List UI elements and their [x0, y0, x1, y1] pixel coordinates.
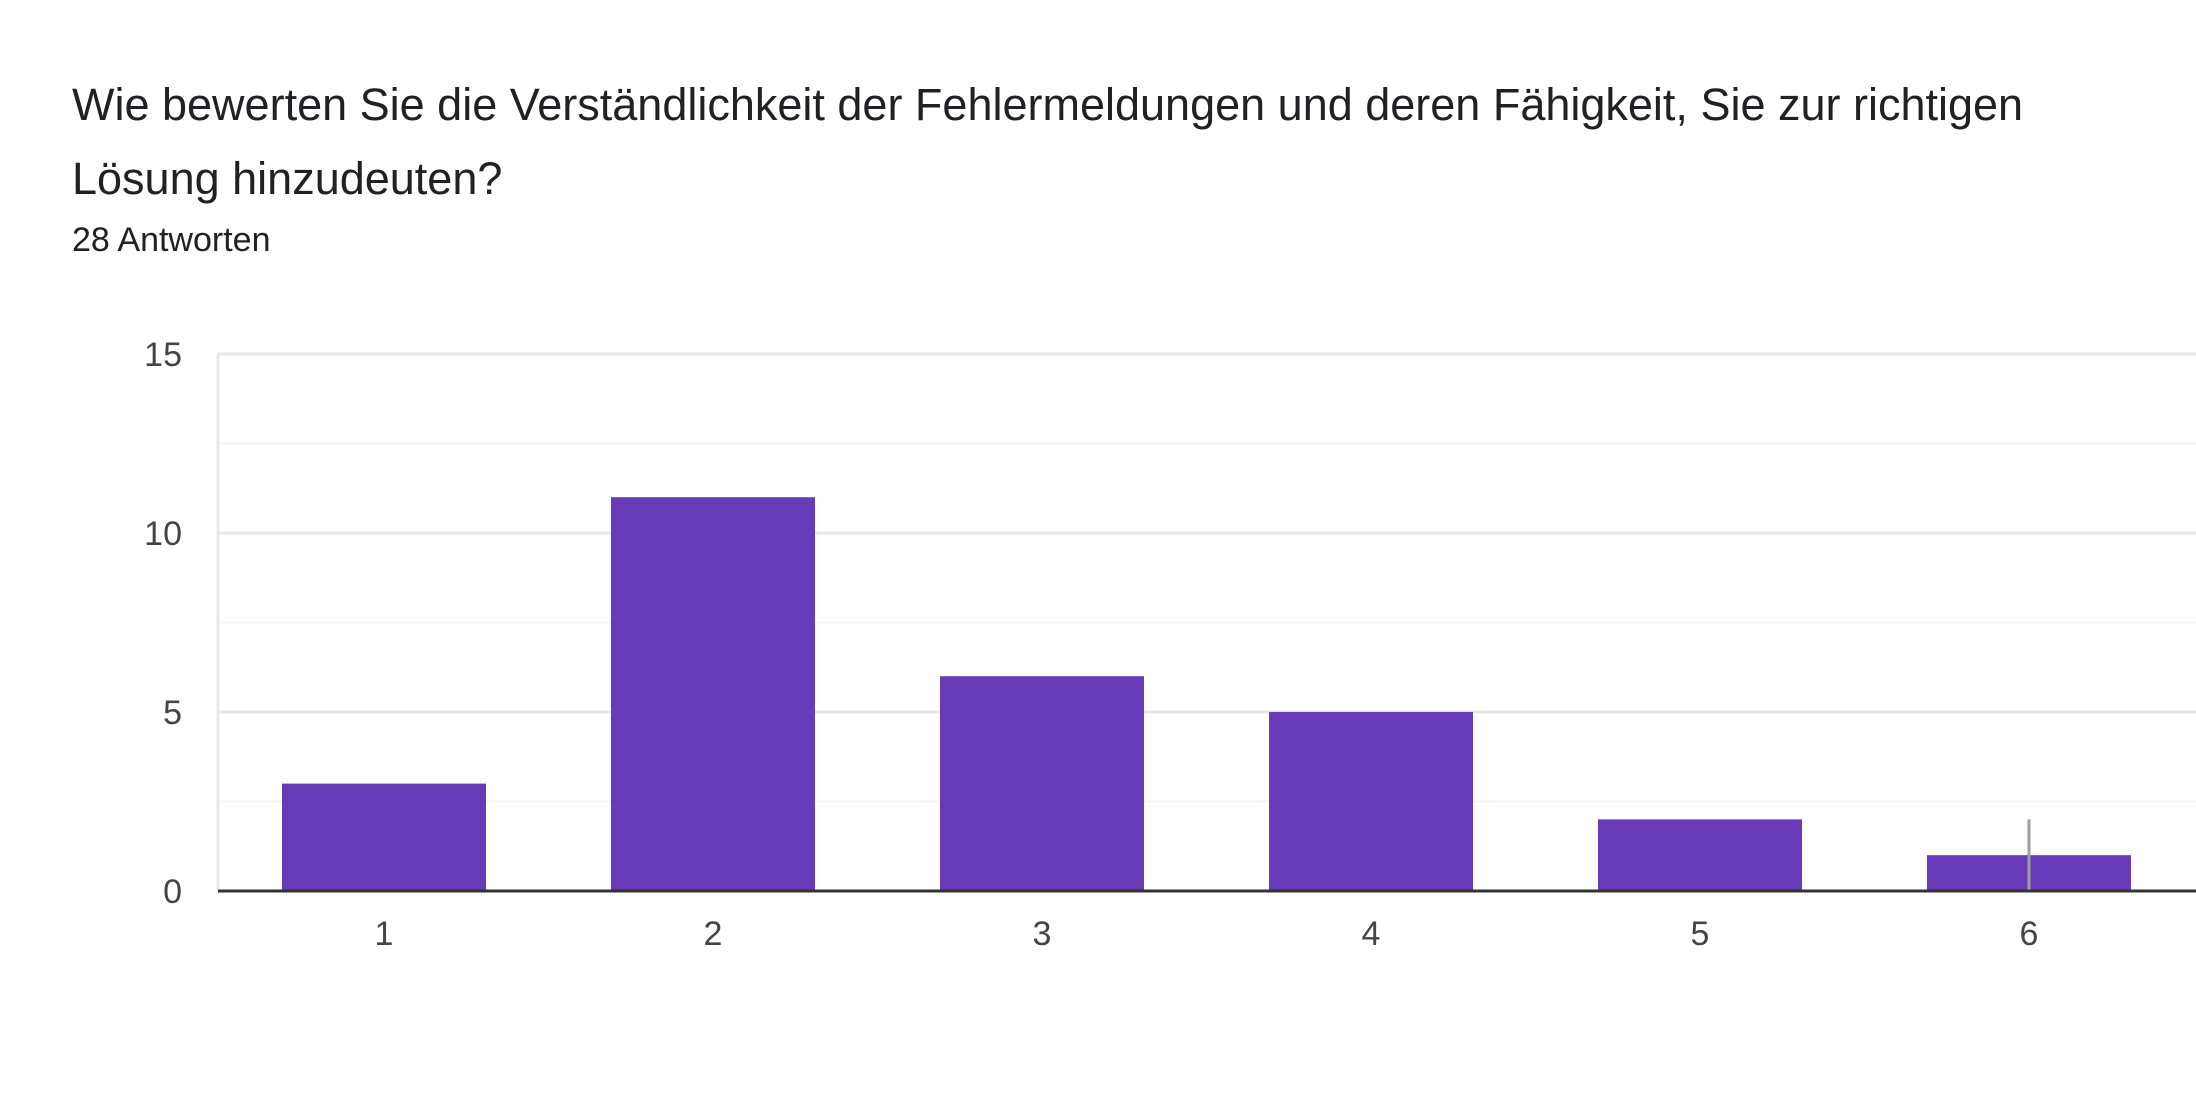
question-title: Wie bewerten Sie die Verständlichkeit de…	[72, 79, 2024, 204]
bar-3[interactable]	[940, 676, 1144, 891]
x-tick-label: 5	[1691, 915, 1710, 953]
x-tick-label: 4	[1362, 915, 1381, 953]
bar-4[interactable]	[1269, 712, 1473, 891]
bars	[282, 497, 2131, 891]
x-tick-label: 3	[1033, 915, 1052, 953]
y-tick-label: 10	[144, 515, 182, 553]
bar-5[interactable]	[1598, 819, 1802, 891]
bar-2[interactable]	[611, 497, 815, 891]
y-tick-label: 5	[163, 694, 182, 732]
bar-1[interactable]	[282, 783, 486, 891]
x-tick-label: 1	[375, 915, 394, 953]
y-tick-label: 15	[144, 336, 182, 374]
response-count: 28 Antworten	[72, 221, 271, 259]
axes	[216, 354, 2196, 893]
y-tick-label: 0	[163, 873, 182, 911]
x-tick-label: 2	[704, 915, 723, 953]
gridlines	[218, 352, 2196, 803]
tick-labels: 0 5 10 15 1 2 3 4 5 6	[144, 336, 2038, 953]
x-tick-label: 6	[2020, 915, 2039, 953]
